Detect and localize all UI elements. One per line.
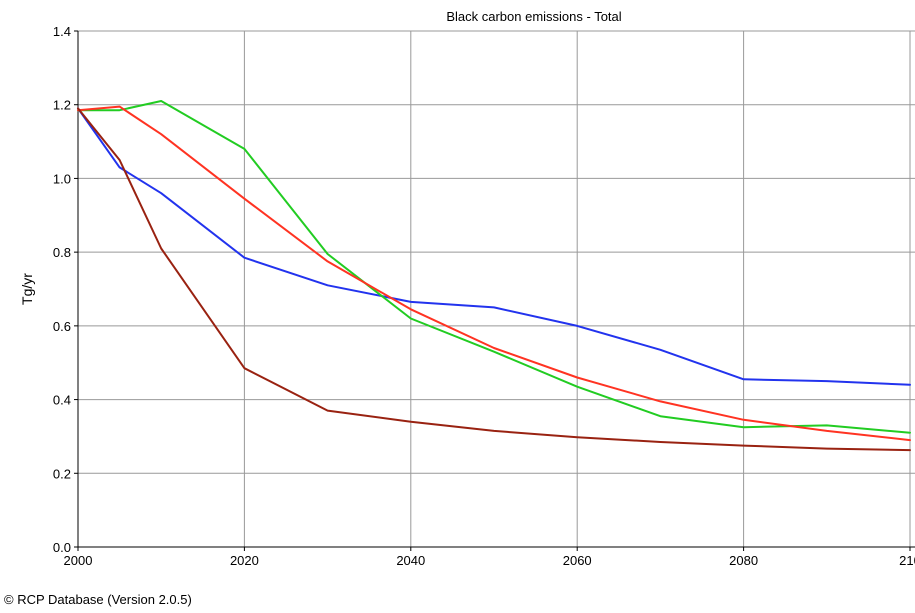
y-tick-label: 0.0 — [53, 540, 71, 555]
x-tick-label: 2060 — [563, 553, 592, 568]
series-line-2 — [77, 100, 911, 434]
series-line-4 — [77, 107, 911, 452]
copyright-text: © RCP Database (Version 2.0.5) — [4, 592, 192, 607]
x-tick-label: 2080 — [729, 553, 758, 568]
x-tick-label: 2040 — [396, 553, 425, 568]
y-tick-label: 1.4 — [53, 24, 71, 39]
y-tick-label: 0.2 — [53, 466, 71, 481]
y-tick-label: 1.0 — [53, 171, 71, 186]
plot-area — [78, 31, 910, 547]
y-tick-label: 0.4 — [53, 393, 71, 408]
y-tick-label: 1.2 — [53, 98, 71, 113]
series-line-1 — [77, 107, 911, 386]
chart-title: Black carbon emissions - Total — [446, 9, 621, 24]
series-line-3 — [77, 105, 911, 442]
x-tick-label: 2020 — [230, 553, 259, 568]
x-tick-label: 210 — [899, 553, 915, 568]
x-tick-label: 2000 — [64, 553, 93, 568]
y-tick-label: 0.6 — [53, 319, 71, 334]
y-tick-label: 0.8 — [53, 245, 71, 260]
y-axis-label: Tg/yr — [19, 273, 35, 305]
